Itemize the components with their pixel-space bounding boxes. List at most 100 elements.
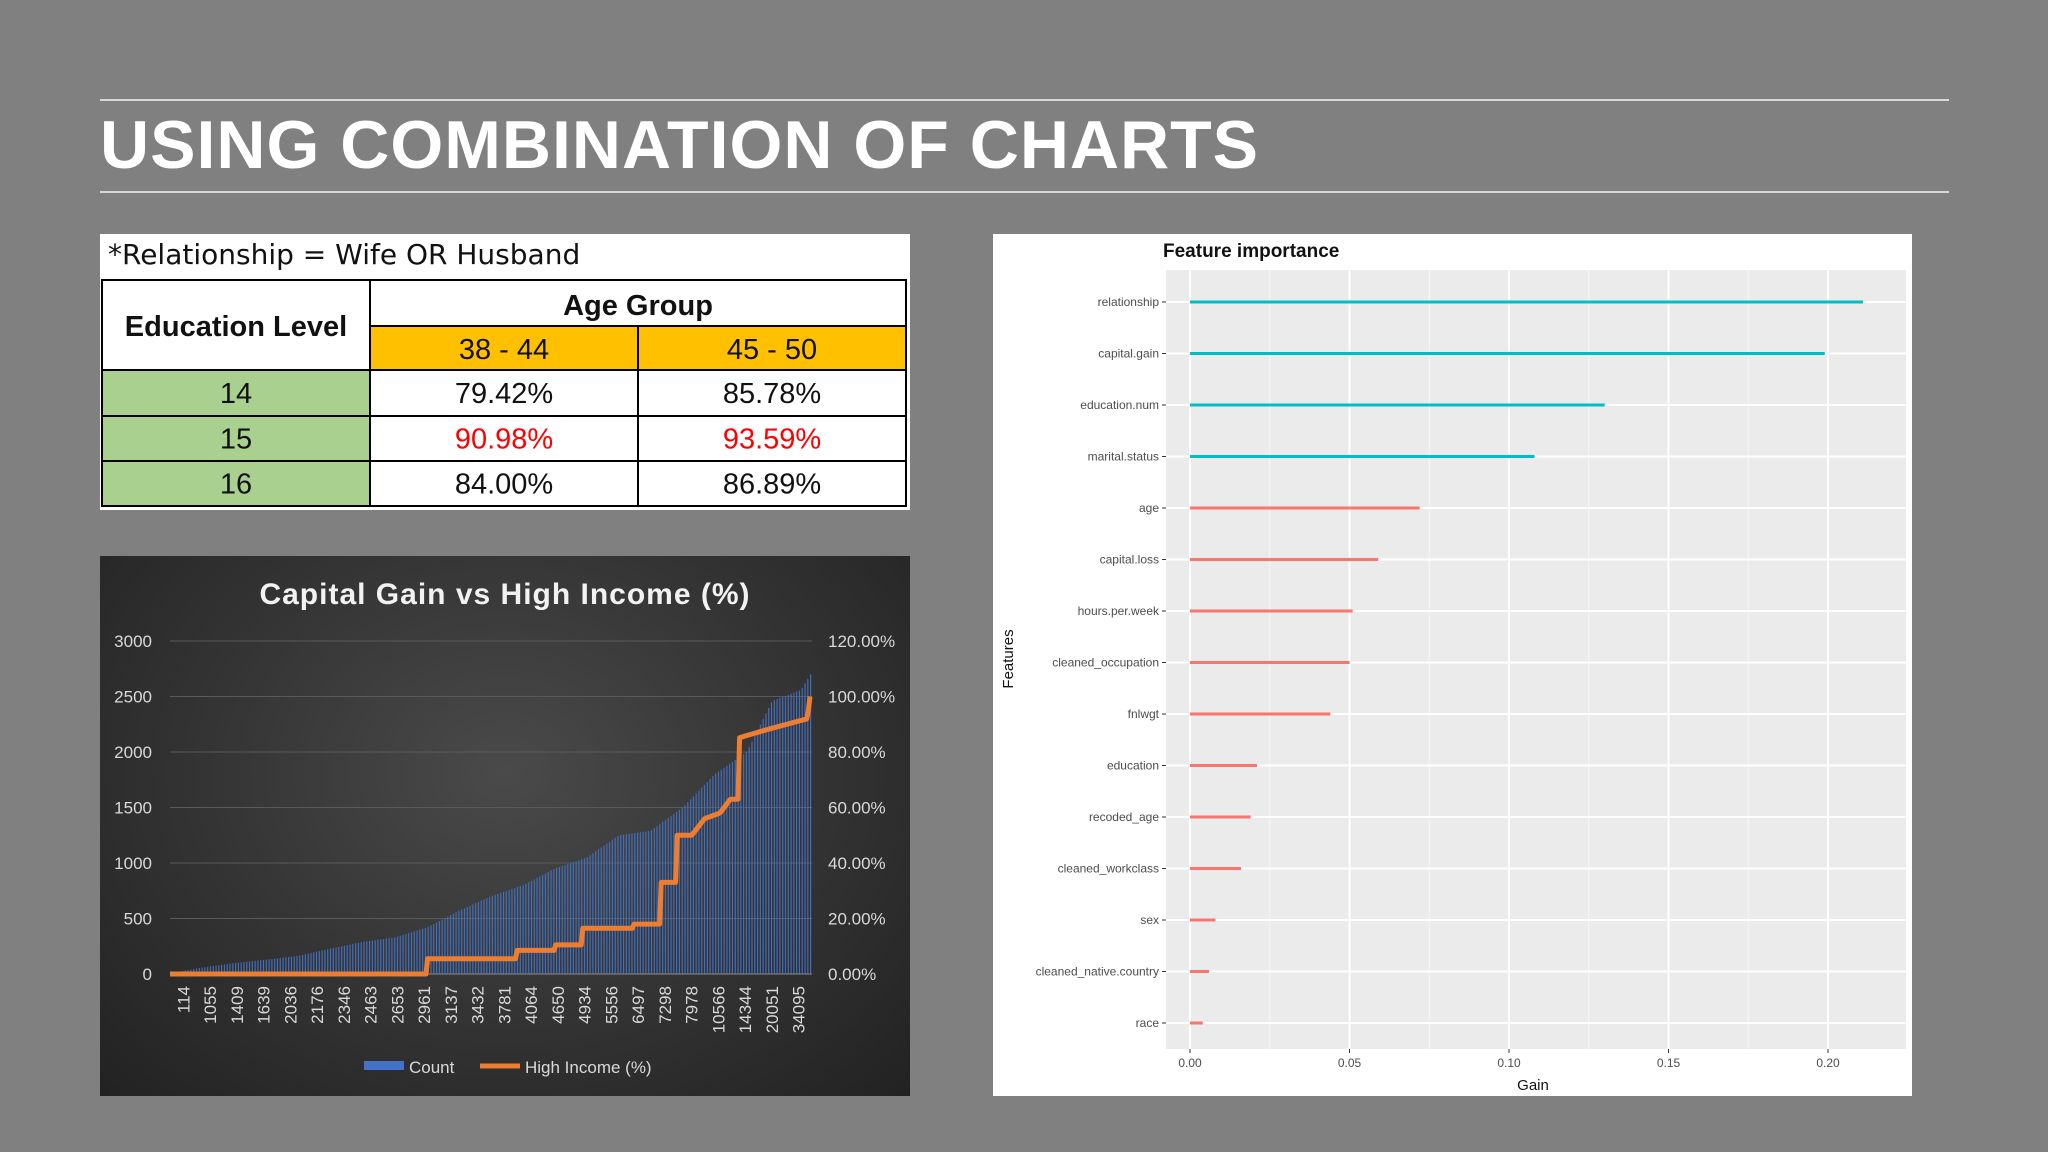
count-bar — [254, 960, 256, 974]
feature-label: cleaned_workclass — [1058, 862, 1159, 876]
count-bar — [447, 916, 449, 974]
count-bar — [726, 765, 728, 974]
x-axis-tick-label: 2176 — [308, 986, 327, 1024]
count-bar — [265, 959, 267, 974]
count-bar — [542, 874, 544, 974]
x-axis-tick-label: 2961 — [415, 986, 434, 1024]
count-bar — [385, 938, 387, 974]
count-bar — [327, 949, 329, 974]
left-axis-tick-label: 500 — [124, 910, 152, 929]
count-bar — [357, 942, 360, 974]
count-bar — [237, 962, 239, 974]
count-bar — [620, 834, 622, 974]
count-bar — [497, 893, 499, 974]
count-bar — [433, 923, 435, 974]
count-bar — [770, 702, 773, 974]
x-tick-label: 0.10 — [1497, 1056, 1521, 1070]
count-bar — [444, 918, 446, 974]
count-bar — [737, 758, 739, 974]
title-bottom-rule — [100, 191, 1949, 193]
right-axis-tick-label: 0.00% — [828, 965, 876, 984]
count-bar — [201, 967, 203, 974]
count-bar — [689, 799, 692, 974]
x-axis-tick-label: 34095 — [790, 986, 809, 1033]
table-border — [101, 279, 907, 507]
count-bar — [394, 937, 396, 974]
income-rate-cell: 90.98% — [455, 424, 553, 456]
count-bar — [363, 941, 365, 974]
right-axis-tick-label: 40.00% — [828, 854, 886, 873]
income-rate-cell: 86.89% — [723, 469, 821, 501]
count-bar — [581, 859, 583, 974]
feature-label: capital.loss — [1100, 553, 1159, 567]
count-bar — [667, 818, 669, 974]
count-bar — [745, 752, 747, 974]
count-bar — [664, 820, 667, 974]
count-bar — [491, 895, 493, 974]
x-axis-tick-label: 3432 — [469, 986, 488, 1024]
income-rate-cell: 85.78% — [723, 378, 821, 410]
count-bar — [430, 925, 432, 974]
count-bar — [366, 941, 368, 974]
count-bar — [435, 922, 438, 974]
feature-label: hours.per.week — [1078, 604, 1160, 618]
count-bar — [536, 877, 538, 974]
count-bar — [600, 847, 602, 974]
count-bar — [257, 960, 259, 974]
x-axis-tick-label: 2463 — [362, 986, 381, 1024]
y-axis-title: Features — [1000, 629, 1017, 688]
age-column-header: 38 - 44 — [459, 334, 549, 366]
count-bar — [452, 913, 454, 974]
income-rate-cell: 79.42% — [455, 378, 553, 410]
count-bar — [324, 949, 326, 974]
count-bar — [232, 963, 234, 974]
x-tick-label: 0.00 — [1178, 1056, 1202, 1070]
x-tick-label: 0.05 — [1338, 1056, 1362, 1070]
count-bar — [776, 699, 778, 974]
x-tick-label: 0.20 — [1816, 1056, 1840, 1070]
count-bar — [717, 771, 720, 974]
count-bar — [676, 811, 678, 974]
count-bar — [310, 953, 312, 974]
count-bar — [500, 892, 502, 974]
count-bar — [483, 899, 485, 974]
count-bar — [603, 845, 605, 974]
count-bar — [338, 946, 340, 974]
count-bar — [382, 938, 385, 974]
right-axis-tick-label: 60.00% — [828, 799, 886, 818]
count-bar — [293, 956, 295, 974]
count-bar — [391, 937, 393, 974]
count-bar — [550, 870, 552, 974]
x-axis-tick-label: 2036 — [281, 986, 300, 1024]
count-bar — [617, 835, 619, 974]
count-bar — [349, 944, 351, 974]
count-bar — [223, 964, 226, 974]
count-bar — [449, 915, 452, 974]
plot-panel — [1166, 270, 1906, 1049]
count-bar — [784, 695, 787, 974]
right-axis-tick-label: 20.00% — [828, 910, 886, 929]
count-bar — [416, 930, 418, 974]
count-bar — [701, 787, 703, 974]
count-bar — [556, 867, 558, 974]
count-bar — [779, 697, 781, 974]
count-bar — [246, 961, 248, 974]
x-axis-tick-label: 1409 — [228, 986, 247, 1024]
count-bar — [706, 781, 708, 974]
count-bar — [405, 934, 407, 974]
count-bar — [296, 955, 298, 974]
count-bar — [399, 935, 401, 974]
count-bar — [553, 869, 555, 974]
left-axis-tick-label: 1000 — [114, 854, 152, 873]
table-note: *Relationship = Wife OR Husband — [108, 238, 581, 271]
x-axis-tick-label: 4934 — [576, 986, 595, 1024]
count-bar — [243, 961, 245, 974]
count-bar — [636, 832, 639, 974]
x-tick-label: 0.15 — [1657, 1056, 1681, 1070]
count-bar — [768, 707, 770, 974]
count-bar — [299, 955, 301, 974]
capital-gain-chart-panel: Capital Gain vs High Income (%) 0 500 1000 1… — [100, 556, 910, 1096]
count-bar — [315, 951, 318, 974]
count-bar — [790, 693, 792, 974]
x-axis-tick-label: 10566 — [709, 986, 728, 1033]
